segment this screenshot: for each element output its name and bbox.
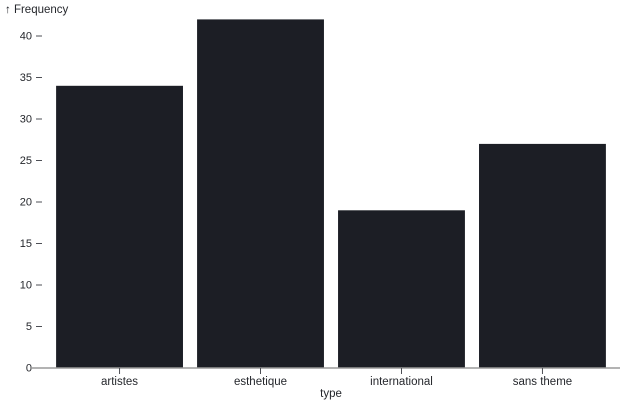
y-tick-label: 20 [20,197,32,209]
x-tick-label: artistes [101,376,138,388]
bars-group [56,19,606,369]
x-tick-label: sans theme [513,376,572,388]
y-tick-label: 30 [20,114,32,126]
y-tick-label: 35 [20,72,32,84]
y-tick-label: 10 [20,280,32,292]
x-tick-label: international [370,376,433,388]
y-tick-label: 25 [20,155,32,167]
x-axis-title: type [320,388,342,400]
bar-esthetique [197,19,324,369]
bar-international [338,210,465,368]
bar-sans-theme [479,143,606,368]
y-axis: 0 5 10 15 20 25 30 35 40 [20,31,42,375]
y-tick-label: 15 [20,238,32,250]
x-tick-label: esthetique [234,376,287,388]
x-axis: artistes esthetique international sans them… [30,367,620,388]
y-tick-label: 5 [26,321,32,333]
y-tick-label: 40 [20,31,32,43]
y-tick-label: 0 [26,363,32,375]
bar-artistes [56,85,183,369]
y-axis-title: ↑ Frequency [5,4,69,16]
